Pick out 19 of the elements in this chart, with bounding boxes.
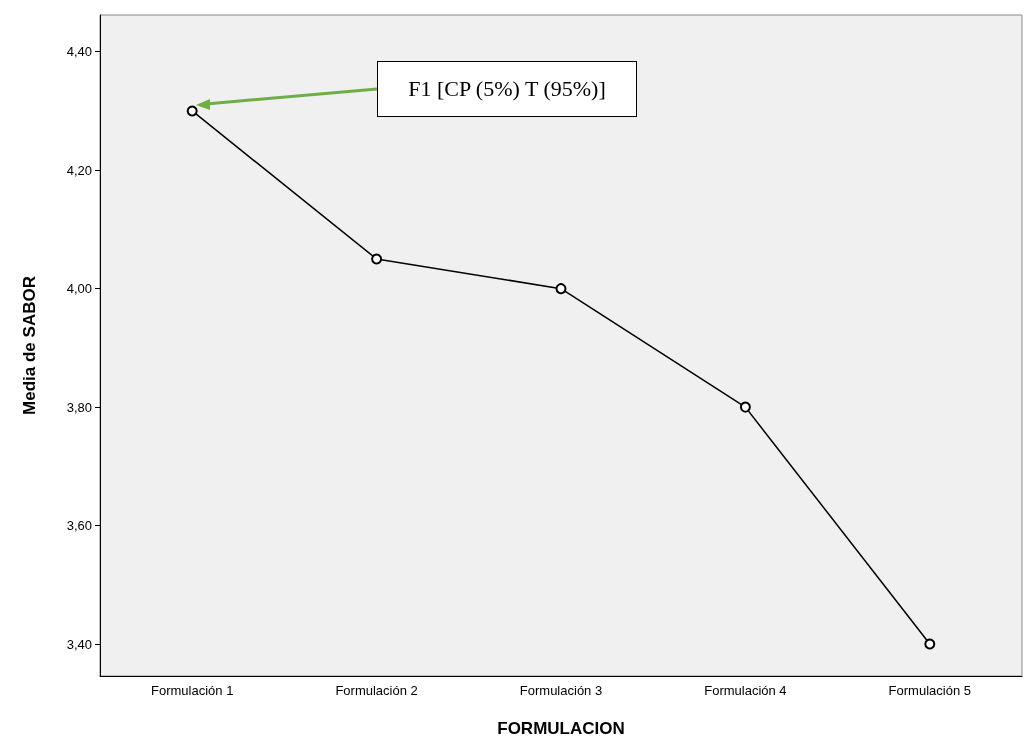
x-tick-label: Formulación 4	[704, 683, 787, 698]
x-tick-label: Formulación 1	[151, 683, 234, 698]
y-tick-label: 3,40	[66, 636, 92, 652]
x-tick-label: Formulación 3	[519, 683, 603, 698]
y-tick-label: 3,60	[66, 518, 92, 534]
x-tick-label: Formulación 2	[335, 683, 418, 698]
x-tick-label: Formulación 5	[888, 683, 971, 698]
point	[186, 105, 198, 117]
annotation: F1 [CP (5%) T (95%)]	[377, 60, 637, 117]
y-tick-label: 4,20	[66, 162, 92, 178]
point	[371, 253, 383, 265]
y-tick-label: 4,40	[66, 44, 92, 60]
y-tick-label: 3,80	[66, 399, 92, 415]
y-tick-label: 4,00	[66, 281, 92, 297]
point	[739, 401, 751, 413]
x-axis-title: FORMULACION	[497, 719, 625, 738]
y-axis-title: Media de SABOR	[20, 276, 39, 415]
point	[555, 283, 567, 295]
point	[924, 638, 936, 650]
